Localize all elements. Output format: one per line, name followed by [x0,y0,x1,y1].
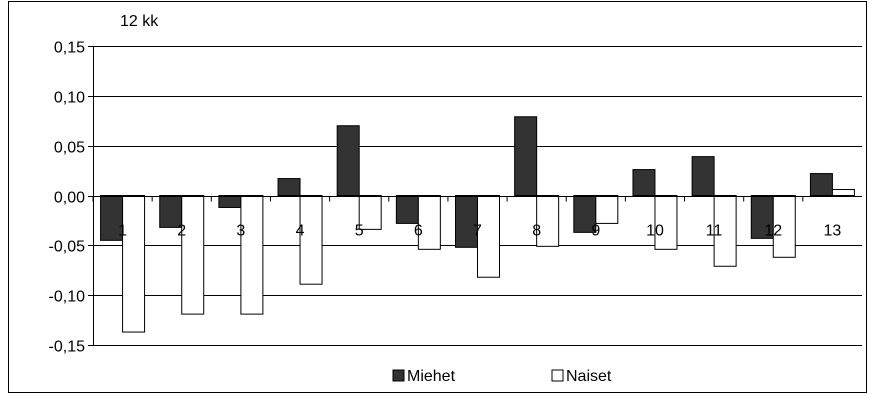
bar-naiset-8 [536,195,560,247]
x-tick-label: 4 [296,223,305,240]
x-tick-label: 8 [532,223,541,240]
bar-naiset-1 [122,195,146,333]
y-axis: 0,15 0,10 0,05 0,00 -0,05 -0,10 -0,15 [49,40,94,356]
bars [100,116,855,333]
bar-naiset-4 [299,195,323,285]
bar-naiset-7 [477,195,500,278]
y-tick-label: -0,05 [49,239,86,256]
bar-miehet-13 [809,173,833,196]
chart-title: 12 kk [120,13,159,30]
x-tick-label: 1 [118,223,127,240]
x-tick-label: 5 [355,223,364,240]
bar-miehet-6 [395,195,419,224]
bar-miehet-5 [336,125,360,196]
legend-swatch-miehet [392,369,405,382]
legend-label-miehet: Miehet [407,368,456,385]
x-tick-label: 6 [414,223,423,240]
bar-naiset-13 [831,189,855,197]
legend-label-naiset: Naiset [566,368,612,385]
bar-naiset-10 [654,195,678,250]
x-tick-label: 3 [236,223,245,240]
y-tick-label: 0,05 [54,140,85,157]
y-tick-label: -0,15 [49,339,86,356]
bar-naiset-2 [181,195,205,315]
bar-miehet-7 [455,195,478,248]
x-tick-label: 10 [646,223,664,240]
bar-naiset-9 [595,195,619,224]
bar-miehet-4 [277,178,301,197]
bar-miehet-8 [514,116,538,196]
x-tick-label: 13 [824,223,842,240]
x-axis-labels: 1 2 3 4 5 6 7 8 9 10 11 12 13 [92,196,862,240]
x-tick-label: 11 [706,223,723,240]
y-tick-label: 0,10 [54,90,85,107]
legend: Miehet Naiset [392,368,612,385]
x-tick-label: 2 [177,223,186,240]
x-tick-label: 12 [764,223,782,240]
legend-swatch-naiset [551,369,564,382]
x-tick-label: 9 [591,223,600,240]
y-tick-label: -0,10 [49,289,86,306]
x-tick-label: 7 [473,223,482,240]
bar-miehet-3 [218,195,242,208]
bar-miehet-11 [691,156,715,197]
bar-naiset-12 [772,195,796,258]
bar-naiset-6 [417,195,441,250]
bar-naiset-5 [358,195,382,230]
y-tick-label: 0,15 [54,40,85,57]
y-tick-label: 0,00 [54,190,85,207]
bar-naiset-11 [713,195,737,267]
bar-naiset-3 [240,195,264,315]
bar-miehet-10 [632,169,656,197]
